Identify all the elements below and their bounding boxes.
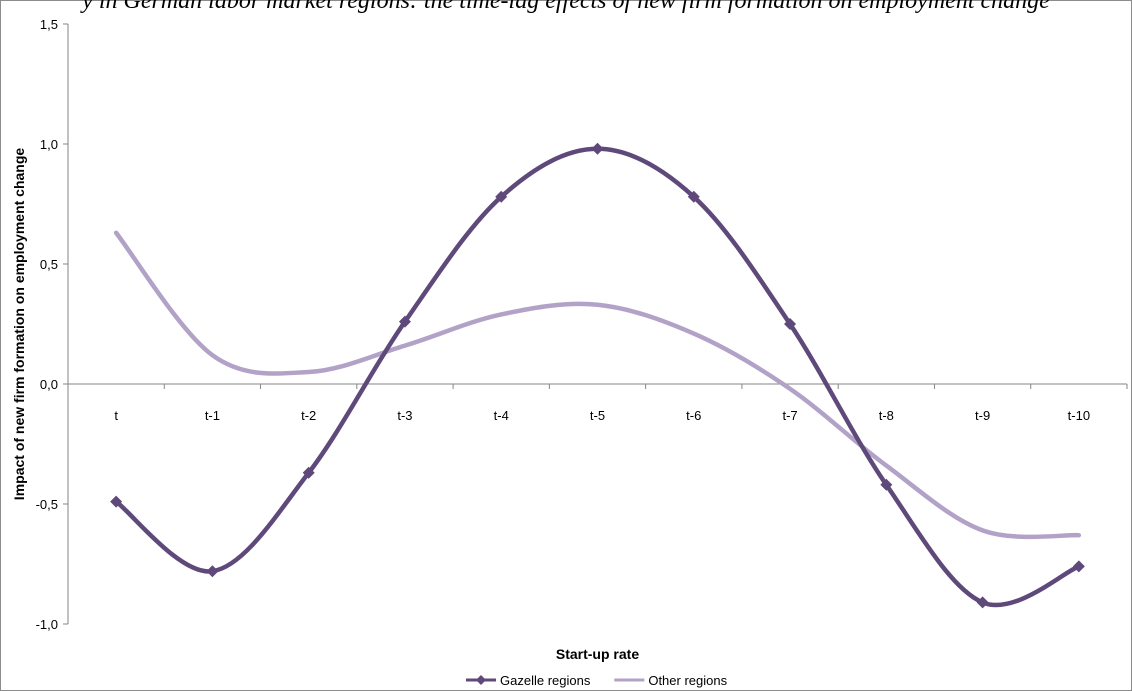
x-tick-label: t-10 [1068,408,1090,423]
axes [63,23,1128,625]
x-tick-label: t-6 [686,408,701,423]
x-tick-label: t-4 [494,408,509,423]
x-tick-label: t-3 [397,408,412,423]
data-point-gazelle-regions [495,190,508,203]
y-tick-label: 1,0 [40,137,58,152]
x-tick-label: t-2 [301,408,316,423]
data-point-gazelle-regions [110,495,123,508]
legend-label-gazelle-regions: Gazelle regions [500,673,591,688]
data-point-gazelle-regions [206,565,219,578]
series-markers [110,142,1085,609]
y-tick-labels: -1,0 -0,5 0,0 0,5 1,0 1,5 [36,17,58,632]
series-line-gazelle-regions [113,146,1082,608]
series-lines [113,146,1082,608]
x-tick-label: t [114,408,118,423]
x-tick-labels: t t-1 t-2 t-3 t-4 t-5 t-6 t-7 t-8 t-9 t-10 [114,408,1090,423]
data-point-gazelle-regions [687,190,700,203]
data-point-gazelle-regions [591,142,604,155]
y-tick-label: 1,5 [40,17,58,32]
x-tick-label: t-1 [205,408,220,423]
x-tick-label: t-7 [782,408,797,423]
legend: Gazelle regions Other regions [466,673,728,688]
x-tick-label: t-8 [879,408,894,423]
data-point-gazelle-regions [784,318,797,330]
data-point-gazelle-regions [1072,560,1085,573]
data-point-gazelle-regions [976,596,989,609]
chart-title: y in German labor market regions: the ti… [82,0,1050,14]
series-line-other-regions [113,230,1082,540]
y-tick-label: 0,0 [40,377,58,392]
x-axis-title: Start-up rate [556,646,639,662]
data-point-gazelle-regions [880,478,893,491]
legend-label-other-regions: Other regions [648,673,727,688]
legend-marker-gazelle-regions [476,675,486,685]
x-tick-label: t-9 [975,408,990,423]
y-tick-label: -1,0 [36,617,58,632]
data-point-gazelle-regions [398,315,411,328]
y-axis-title: Impact of new firm formation on employme… [11,148,27,501]
y-tick-label: 0,5 [40,257,58,272]
data-point-gazelle-regions [302,466,315,479]
x-tick-label: t-5 [590,408,605,423]
y-tick-label: -0,5 [36,497,58,512]
